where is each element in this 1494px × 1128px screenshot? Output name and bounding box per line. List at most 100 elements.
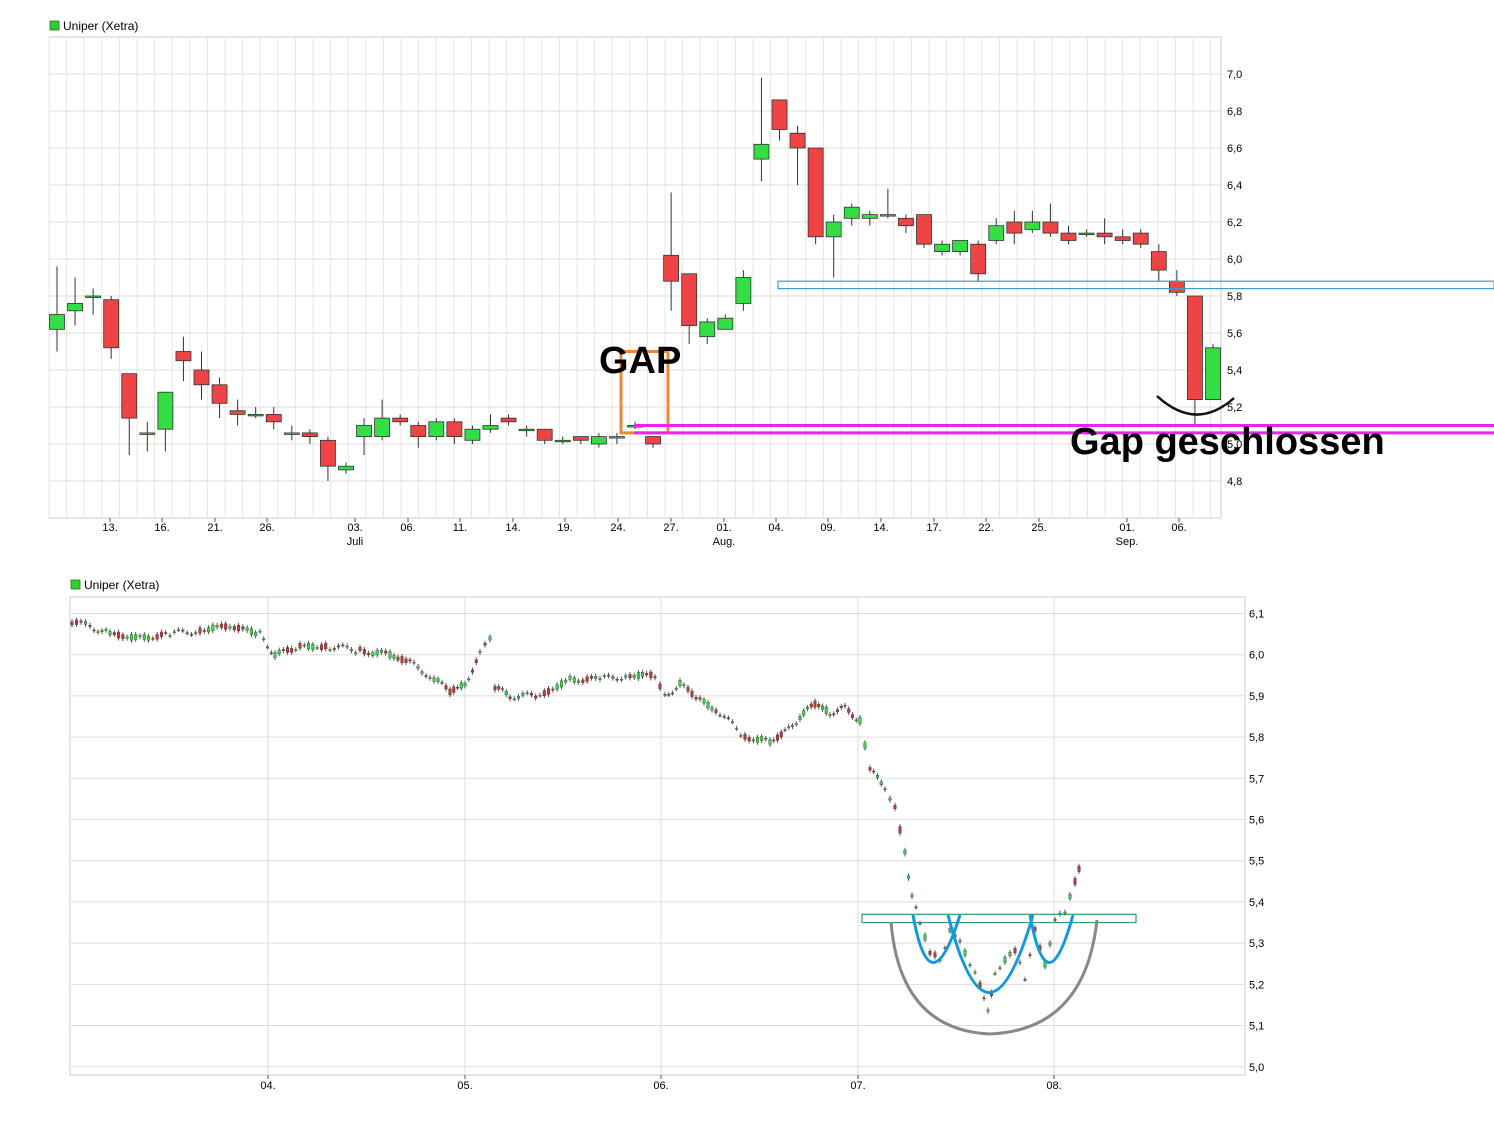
candle-body (1024, 221, 1041, 230)
intraday-candle (645, 673, 649, 676)
candle-body (1006, 221, 1023, 234)
intraday-candle (813, 700, 817, 708)
candle-body (482, 425, 499, 430)
intraday-candle (483, 642, 487, 646)
intraday-candle (202, 630, 206, 632)
intraday-candle (354, 652, 358, 654)
intraday-candle (832, 713, 836, 715)
intraday-candle (79, 620, 83, 623)
intraday-candle (392, 655, 396, 659)
y-tick-label: 6,0 (1249, 650, 1264, 662)
intraday-candlestick-chart: 6,1 6,0 5,9 5,8 5,7 5,6 5,5 5,4 5,3 5,2 5,1 5,0 04.… (69, 578, 1264, 1092)
x-tick-label: 06. (400, 522, 415, 534)
x-tick-label: 16. (154, 522, 169, 534)
intraday-candle (459, 682, 463, 689)
intraday-candle (1073, 878, 1077, 885)
intraday-candle (806, 707, 810, 710)
candle-body (211, 384, 228, 404)
intraday-candle (159, 631, 163, 637)
intraday-candle (463, 682, 467, 687)
intraday-candle (958, 940, 962, 943)
intraday-candle (632, 674, 636, 678)
overlays-bottom (861, 913, 1137, 1036)
intraday-candle (1053, 919, 1057, 921)
intraday-candle (836, 709, 840, 713)
intraday-candle (863, 742, 867, 749)
intraday-candle (649, 671, 653, 679)
candle-body (320, 439, 336, 467)
y-tick-label: 5,8 (1227, 291, 1242, 303)
daily-candlestick-chart: 7,0 6,8 6,6 6,4 6,2 6,0 5,8 5,6 5,4 5,2 5,0 4,8 13.… (48, 19, 1494, 548)
candle-body (1205, 347, 1221, 400)
y-tick-label: 5,2 (1249, 979, 1264, 991)
intraday-candle (298, 643, 302, 649)
candle-body (374, 417, 391, 438)
intraday-candle (1077, 865, 1081, 872)
annotation-gap: GAP (599, 340, 681, 382)
y-tick-label: 5,8 (1249, 732, 1264, 744)
intraday-candle (290, 648, 294, 653)
intraday-candle (172, 631, 176, 633)
intraday-candle (112, 632, 116, 635)
intraday-candle (286, 647, 290, 653)
intraday-candle (602, 675, 606, 677)
candle-body (681, 273, 698, 326)
intraday-candle (185, 632, 189, 634)
y-tick-label: 5,0 (1249, 1062, 1264, 1074)
candles-top (49, 77, 1221, 481)
candles-bottom (70, 617, 1081, 1014)
y-tick-label: 6,2 (1227, 217, 1242, 229)
overlays-top (619, 280, 1494, 435)
intraday-candle (224, 623, 228, 630)
x-tick-label: 19. (557, 522, 572, 534)
candle-body (663, 254, 680, 282)
intraday-candle (254, 632, 258, 637)
intraday-candle (362, 649, 366, 655)
x-tick-label: 06. (1171, 522, 1186, 534)
candle-body (789, 132, 806, 149)
intraday-candle (198, 627, 202, 634)
intraday-candle (628, 674, 632, 679)
intraday-candle (585, 676, 589, 682)
candle-body (175, 351, 192, 362)
y-tick-label: 5,6 (1227, 328, 1242, 340)
candle-body (1150, 251, 1167, 271)
candle-body (356, 425, 372, 437)
candle-body (609, 436, 625, 439)
candle-body (843, 206, 860, 219)
intraday-candle (478, 651, 482, 653)
intraday-candle (88, 625, 92, 627)
intraday-candle (747, 737, 751, 742)
intraday-candle (379, 650, 383, 653)
intraday-candle (456, 687, 460, 689)
intraday-candle (907, 875, 911, 879)
intraday-candle (501, 688, 505, 690)
y-tick-label: 5,4 (1227, 365, 1242, 377)
intraday-candle (1003, 957, 1007, 963)
intraday-candle (589, 676, 593, 679)
intraday-candle (384, 650, 388, 654)
intraday-candle (923, 934, 927, 941)
candle-body (1042, 221, 1059, 234)
intraday-candle (542, 690, 546, 697)
intraday-candle (883, 788, 887, 791)
candle-body (1096, 232, 1113, 238)
intraday-candle (125, 636, 129, 639)
intraday-candle (710, 707, 714, 711)
support-band-blue (777, 280, 1494, 290)
intraday-candle (1023, 979, 1027, 981)
candle-body (85, 295, 102, 298)
intraday-candle (986, 1009, 990, 1012)
candle-body (428, 421, 445, 437)
intraday-candle (872, 770, 876, 773)
intraday-candle (619, 678, 623, 681)
intraday-candle (847, 708, 851, 713)
intraday-candle (108, 631, 112, 636)
intraday-candle (341, 644, 345, 647)
intraday-candle (928, 951, 932, 955)
intraday-candle (694, 697, 698, 700)
intraday-candle (702, 699, 706, 704)
intraday-candle (512, 698, 516, 701)
intraday-candle (663, 694, 667, 696)
intraday-candle (993, 973, 997, 975)
